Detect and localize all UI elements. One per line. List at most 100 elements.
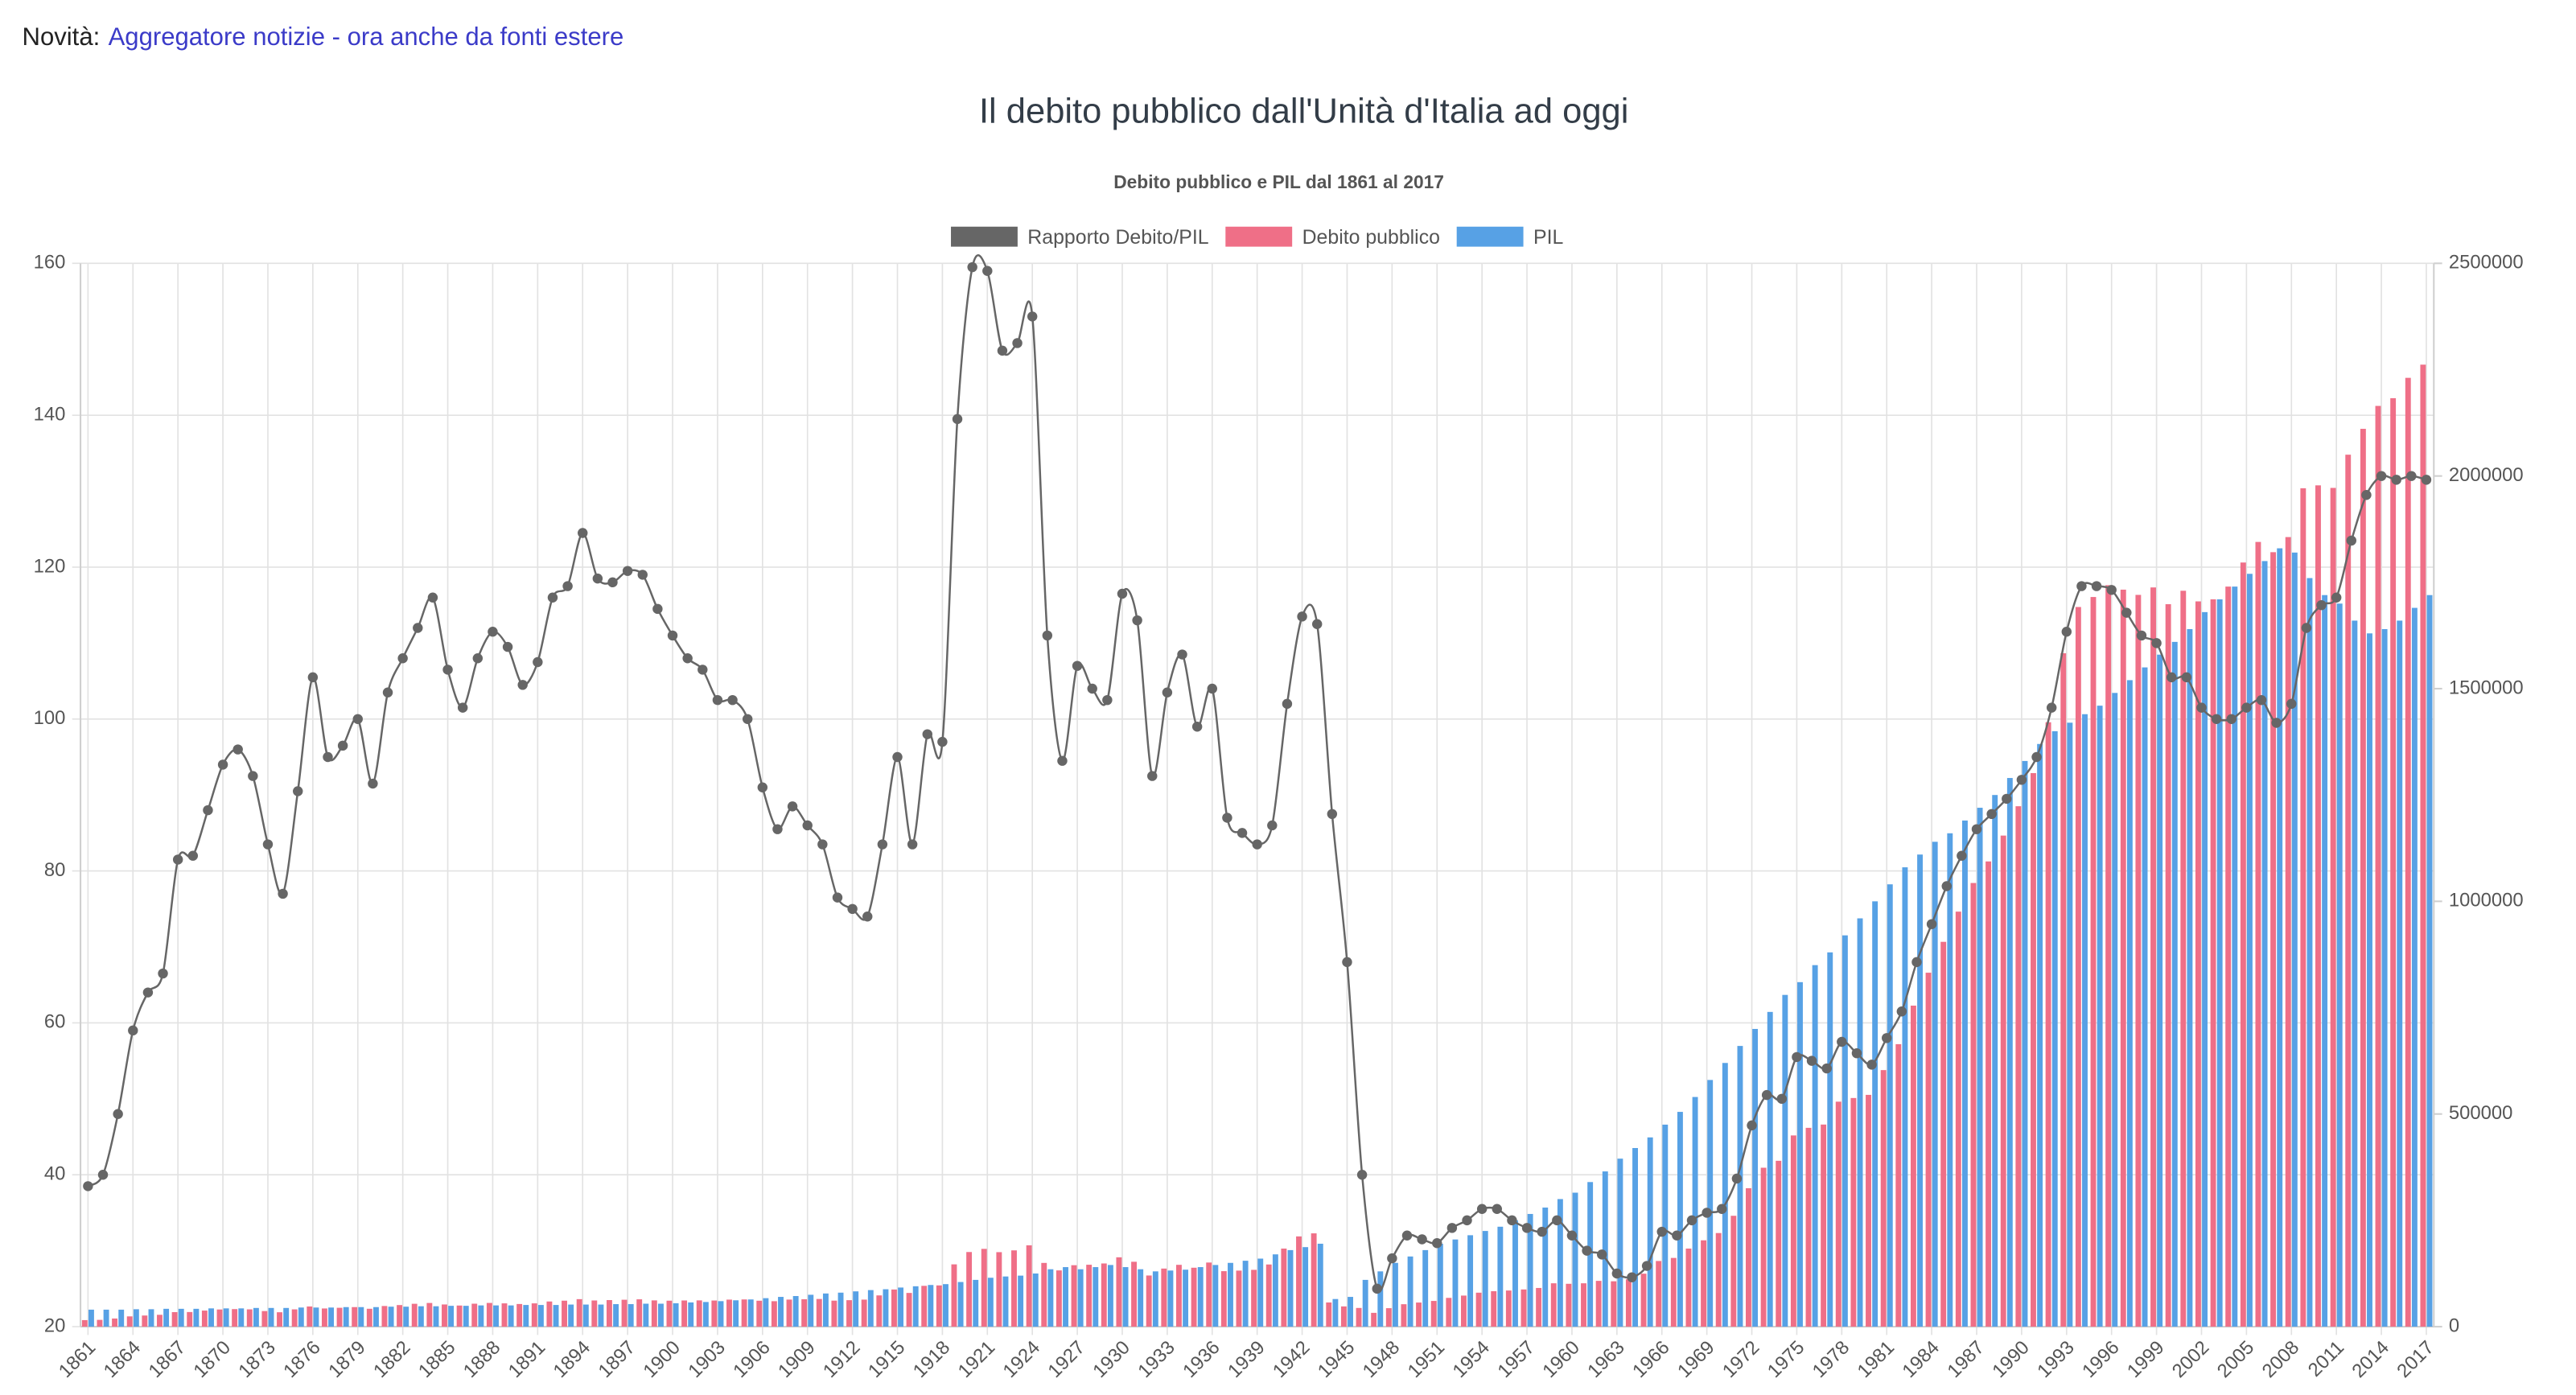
bar (1536, 1287, 1542, 1327)
x-tick-label: 1909 (774, 1336, 820, 1382)
x-tick-label: 1999 (2123, 1336, 2169, 1382)
x-tick-label: 2014 (2348, 1336, 2393, 1382)
bar (501, 1303, 508, 1327)
bar (307, 1306, 313, 1327)
news-link[interactable]: Aggregatore notizie - ora anche da fonti… (109, 23, 624, 51)
bar (943, 1284, 949, 1327)
bar (1257, 1258, 1264, 1327)
bar (238, 1308, 245, 1327)
bar (1326, 1302, 1332, 1327)
point (877, 839, 888, 850)
bar (2075, 607, 2081, 1327)
bar (1197, 1267, 1204, 1327)
point (1851, 1047, 1862, 1059)
x-tick-label: 1861 (55, 1336, 101, 1382)
bar (2105, 585, 2112, 1327)
bar (1670, 1257, 1677, 1327)
bar (2277, 548, 2283, 1327)
point (278, 888, 288, 899)
point (832, 892, 843, 903)
bar (1692, 1097, 1698, 1327)
page-title: Il debito pubblico dall'Unità d'Italia a… (979, 92, 1628, 130)
point (2421, 475, 2432, 485)
x-tick-label: 1936 (1179, 1336, 1224, 1382)
bar (1760, 1167, 1767, 1327)
y-tick-label: 20 (44, 1315, 66, 1336)
point (2301, 623, 2312, 633)
point (1957, 850, 1967, 861)
legend-label: PIL (1533, 226, 1563, 249)
point (847, 903, 858, 915)
bar (867, 1290, 874, 1327)
bar (88, 1309, 94, 1327)
bar (702, 1302, 709, 1327)
bar (2171, 641, 2178, 1327)
point (1087, 683, 1097, 694)
point (293, 786, 303, 796)
bar (996, 1252, 1002, 1327)
point (2346, 535, 2357, 546)
bar (1776, 1160, 1782, 1327)
bar (1602, 1171, 1608, 1327)
bar (658, 1303, 664, 1327)
point (1147, 771, 1158, 781)
bar (1632, 1148, 1638, 1327)
bar (1371, 1312, 1377, 1327)
point (427, 592, 438, 603)
x-tick-label: 1924 (999, 1336, 1045, 1382)
bar (1947, 833, 1953, 1327)
x-tick-label: 1996 (2078, 1336, 2124, 1382)
bar (1707, 1080, 1714, 1327)
point (1356, 1170, 1368, 1180)
x-tick-label: 1891 (504, 1336, 550, 1382)
point (817, 839, 828, 850)
point (1132, 615, 1142, 626)
bar (1107, 1265, 1113, 1327)
bar (2360, 429, 2366, 1327)
bar (2390, 397, 2397, 1327)
point (562, 581, 573, 591)
bar (1251, 1269, 1257, 1327)
point (2106, 585, 2117, 595)
point (203, 804, 213, 816)
point (1072, 660, 1083, 671)
bar (1018, 1275, 1024, 1327)
y-tick-label: 140 (34, 403, 66, 425)
bar (912, 1286, 919, 1327)
point (592, 573, 603, 584)
bar (643, 1303, 649, 1327)
bar (562, 1300, 567, 1327)
bar (1782, 994, 1788, 1327)
y-tick-label: 100 (34, 707, 66, 729)
bar (1797, 981, 1803, 1327)
point (397, 653, 408, 664)
point (757, 782, 768, 792)
bar (756, 1300, 763, 1327)
bar (786, 1299, 792, 1327)
bar (1880, 1070, 1887, 1327)
bar (1611, 1281, 1617, 1327)
point (1611, 1268, 1623, 1279)
y-tick-label: 40 (44, 1163, 66, 1185)
point (1507, 1215, 1517, 1226)
bar (1625, 1279, 1632, 1327)
bar (2345, 455, 2352, 1327)
bar (861, 1299, 867, 1327)
point (142, 987, 154, 998)
bar (1446, 1298, 1452, 1327)
bar (433, 1306, 439, 1327)
point (1177, 649, 1187, 660)
bar (1542, 1208, 1549, 1327)
bar (2060, 652, 2067, 1327)
chart-title: Debito pubblico e PIL dal 1861 al 2017 (1113, 171, 1444, 192)
bar (2336, 603, 2343, 1327)
point (547, 592, 558, 603)
bar (2090, 597, 2097, 1327)
bar (2405, 377, 2411, 1327)
legend-label: Debito pubblico (1302, 226, 1440, 249)
bar (1647, 1137, 1653, 1327)
x-tick-label: 1957 (1493, 1336, 1539, 1382)
point (2316, 599, 2327, 611)
point (1267, 820, 1278, 831)
